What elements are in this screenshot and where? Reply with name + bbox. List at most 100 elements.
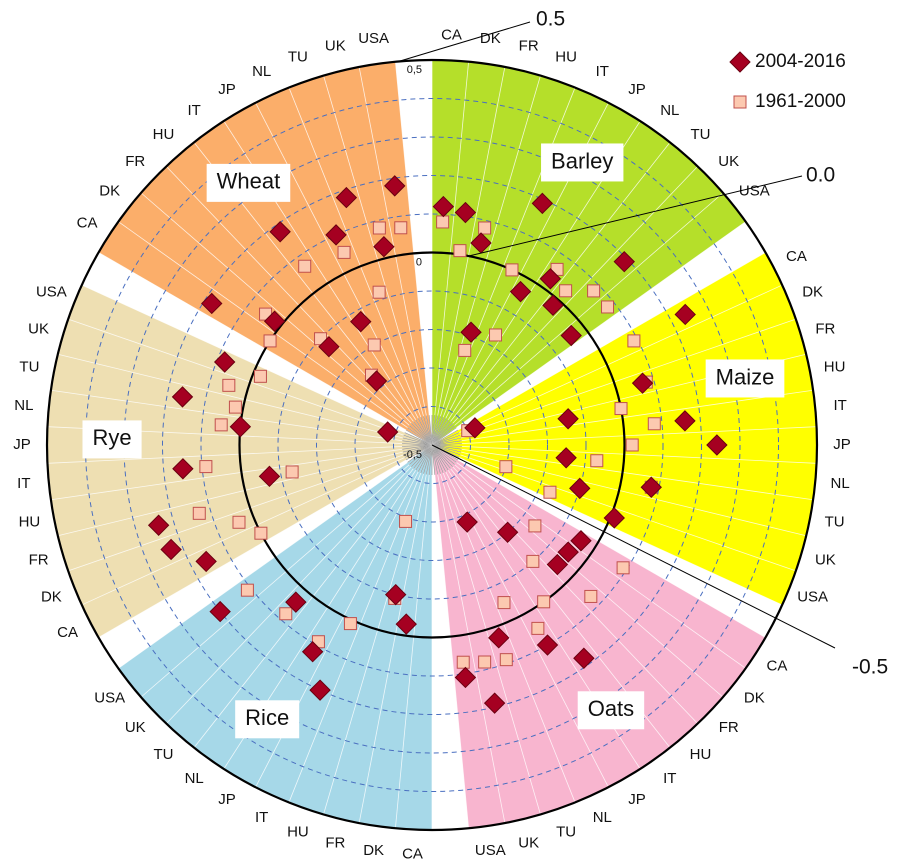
center-ray bbox=[431, 444, 447, 472]
annotation-line bbox=[431, 444, 836, 649]
country-label: JP bbox=[628, 81, 646, 98]
country-label: IT bbox=[255, 809, 268, 826]
square-marker bbox=[228, 400, 242, 414]
diamond-marker bbox=[384, 583, 407, 606]
sector bbox=[118, 445, 433, 830]
country-label: JP bbox=[13, 436, 31, 453]
crop-label: Rye bbox=[92, 425, 131, 450]
country-label: TU bbox=[556, 823, 576, 840]
diamond-marker bbox=[195, 550, 217, 573]
country-label: FR bbox=[29, 551, 49, 568]
country-label: CA bbox=[786, 248, 807, 265]
diamond-marker bbox=[536, 634, 559, 656]
country-label: HU bbox=[287, 823, 309, 840]
grid-circle bbox=[316, 329, 548, 561]
diamond-marker bbox=[454, 666, 477, 689]
square-marker bbox=[499, 653, 513, 667]
square-marker bbox=[537, 595, 551, 609]
sector bbox=[432, 445, 766, 829]
center-ray bbox=[431, 425, 455, 446]
country-label: DK bbox=[363, 842, 384, 859]
center-ray bbox=[431, 434, 461, 446]
diamond-marker bbox=[570, 530, 592, 552]
center-ray bbox=[415, 419, 433, 446]
square-marker bbox=[526, 554, 540, 568]
center-ray bbox=[431, 443, 462, 446]
diamond-marker bbox=[509, 280, 532, 303]
square-marker bbox=[647, 417, 661, 431]
country-label: USA bbox=[36, 284, 67, 301]
annotation-line bbox=[468, 175, 803, 257]
center-ray bbox=[431, 444, 444, 473]
square-marker bbox=[263, 334, 277, 348]
square-marker bbox=[733, 95, 747, 109]
center-ray bbox=[411, 423, 433, 446]
crop-label: Oats bbox=[588, 696, 634, 721]
country-label: USA bbox=[739, 183, 770, 200]
square-marker bbox=[587, 284, 601, 298]
crop-label-box bbox=[235, 700, 300, 739]
diamond-marker bbox=[603, 507, 625, 529]
diamond-marker bbox=[569, 477, 591, 500]
square-marker bbox=[367, 338, 381, 352]
diamond-marker bbox=[631, 372, 654, 394]
annotation-line bbox=[398, 21, 531, 62]
center-ray bbox=[431, 444, 436, 475]
center-ray bbox=[431, 444, 439, 475]
country-label: JP bbox=[218, 791, 236, 808]
diamond-marker bbox=[729, 51, 751, 73]
diamond-marker bbox=[301, 641, 324, 663]
center-ray bbox=[431, 415, 439, 446]
center-ray bbox=[431, 415, 436, 446]
square-marker bbox=[372, 285, 386, 299]
legend-label: 2004-2016 bbox=[755, 51, 846, 72]
country-label: IT bbox=[833, 397, 846, 414]
country-label: NL bbox=[185, 770, 204, 787]
center-ray bbox=[428, 444, 433, 475]
square-marker bbox=[458, 343, 472, 357]
square-marker bbox=[222, 378, 236, 392]
crop-label: Barley bbox=[551, 148, 613, 173]
center-ray bbox=[402, 444, 433, 447]
center-ray bbox=[431, 444, 462, 453]
diamond-marker bbox=[546, 553, 569, 576]
center-ray bbox=[404, 444, 433, 458]
country-label: FR bbox=[815, 320, 835, 337]
center-ray bbox=[431, 432, 460, 446]
diamond-marker bbox=[557, 408, 579, 430]
country-label: USA bbox=[475, 842, 506, 859]
center-ray bbox=[431, 416, 441, 446]
country-label: FR bbox=[125, 153, 145, 170]
square-marker bbox=[505, 263, 519, 277]
diamond-marker bbox=[213, 351, 236, 373]
crop-label-box bbox=[705, 359, 785, 398]
square-marker bbox=[478, 655, 492, 669]
diamond-marker bbox=[318, 335, 340, 358]
diamond-marker bbox=[365, 370, 388, 392]
y-tick-label: -0,5 bbox=[403, 449, 422, 461]
country-label: IT bbox=[188, 102, 201, 119]
diamond-marker bbox=[640, 476, 662, 498]
center-ray bbox=[431, 417, 444, 446]
center-ray bbox=[423, 444, 433, 474]
square-marker bbox=[279, 607, 293, 621]
square-marker bbox=[590, 454, 604, 468]
country-label: USA bbox=[94, 689, 125, 706]
country-label: JP bbox=[628, 791, 646, 808]
grid-circle bbox=[277, 290, 587, 600]
grid-circle bbox=[393, 406, 471, 484]
center-ray bbox=[402, 443, 433, 446]
country-label: CA bbox=[402, 846, 423, 863]
diamond-marker bbox=[454, 201, 477, 224]
square-marker bbox=[614, 402, 628, 416]
square-marker bbox=[559, 284, 573, 298]
country-label: TU bbox=[154, 746, 174, 763]
center-ray bbox=[420, 417, 433, 446]
center-ray bbox=[403, 434, 433, 446]
country-label: IT bbox=[17, 475, 30, 492]
diamond-marker bbox=[201, 292, 223, 315]
center-ray bbox=[402, 440, 433, 446]
country-label: IT bbox=[663, 770, 676, 787]
center-ray bbox=[423, 416, 433, 446]
